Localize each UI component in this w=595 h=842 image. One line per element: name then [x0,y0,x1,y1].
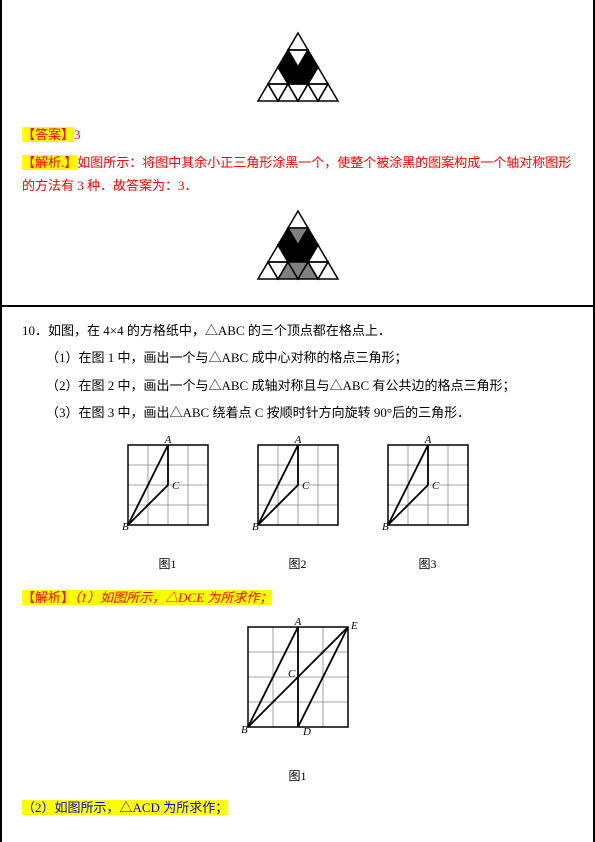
svg-text:A: A [163,435,171,446]
grid-figure-2: A B C 图2 [248,435,348,576]
figure-triangle-1 [22,28,573,115]
answer-label: 【答案】 [22,127,74,142]
svg-text:C: C [172,480,180,492]
problem-stem-text: 如图，在 4×4 的方格纸中，△ABC 的三个顶点都在格点上． [48,323,391,338]
svg-text:D: D [302,726,311,738]
svg-text:B: B [122,521,129,533]
problem-10-part1: （1）在图 1 中，画出一个与△ABC 成中心对称的格点三角形； [46,346,573,369]
solfig1-label: 图1 [22,766,573,788]
solution-figure-1: A B C D E 图1 [22,617,573,788]
svg-text:B: B [252,521,259,533]
solution-line-1: 【解析】（1）如图所示，△DCE 为所求作； [22,586,573,609]
divider [2,305,593,307]
grid-figures-row: A B C 图1 A B C 图2 [22,435,573,576]
grid-figure-1: A B C 图1 [118,435,218,576]
svg-text:B: B [241,724,248,736]
svg-text:A: A [423,435,431,446]
svg-text:A: A [293,435,301,446]
svg-text:A: A [293,617,301,628]
analysis-label: 【解析.】 [22,155,77,170]
problem-number: 10． [22,323,48,338]
grid1-label: 图1 [118,554,218,576]
svg-text:C: C [288,668,296,680]
svg-text:C: C [302,480,310,492]
analysis-text: 如图所示：将图中其余小正三角形涂黑一个，使整个被涂黑的图案构成一个轴对称图形的方… [22,155,571,193]
solution-part2: （2）如图所示，△ACD 为所求作； [22,800,228,815]
figure-triangle-2 [22,206,573,293]
grid3-label: 图3 [378,554,478,576]
svg-text:C: C [432,480,440,492]
problem-10-part3: （3）在图 3 中，画出△ABC 绕着点 C 按顺时针方向旋转 90°后的三角形… [46,401,573,424]
problem-10-part2: （2）在图 2 中，画出一个与△ABC 成轴对称且与△ABC 有公共边的格点三角… [46,374,573,397]
solution-line-2: （2）如图所示，△ACD 为所求作； [22,796,573,819]
solution-part1: （1）如图所示，△DCE 为所求作； [74,590,272,605]
problem-10-stem: 10．如图，在 4×4 的方格纸中，△ABC 的三个顶点都在格点上． [22,319,573,342]
grid-figure-3: A B C 图3 [378,435,478,576]
grid2-label: 图2 [248,554,348,576]
analysis-block: 【解析.】如图所示：将图中其余小正三角形涂黑一个，使整个被涂黑的图案构成一个轴对… [22,151,573,198]
answer-line: 【答案】3 [22,123,573,146]
solution-label: 【解析】 [22,590,74,605]
svg-text:E: E [350,620,358,632]
answer-value: 3 [74,127,81,142]
svg-text:B: B [382,521,389,533]
